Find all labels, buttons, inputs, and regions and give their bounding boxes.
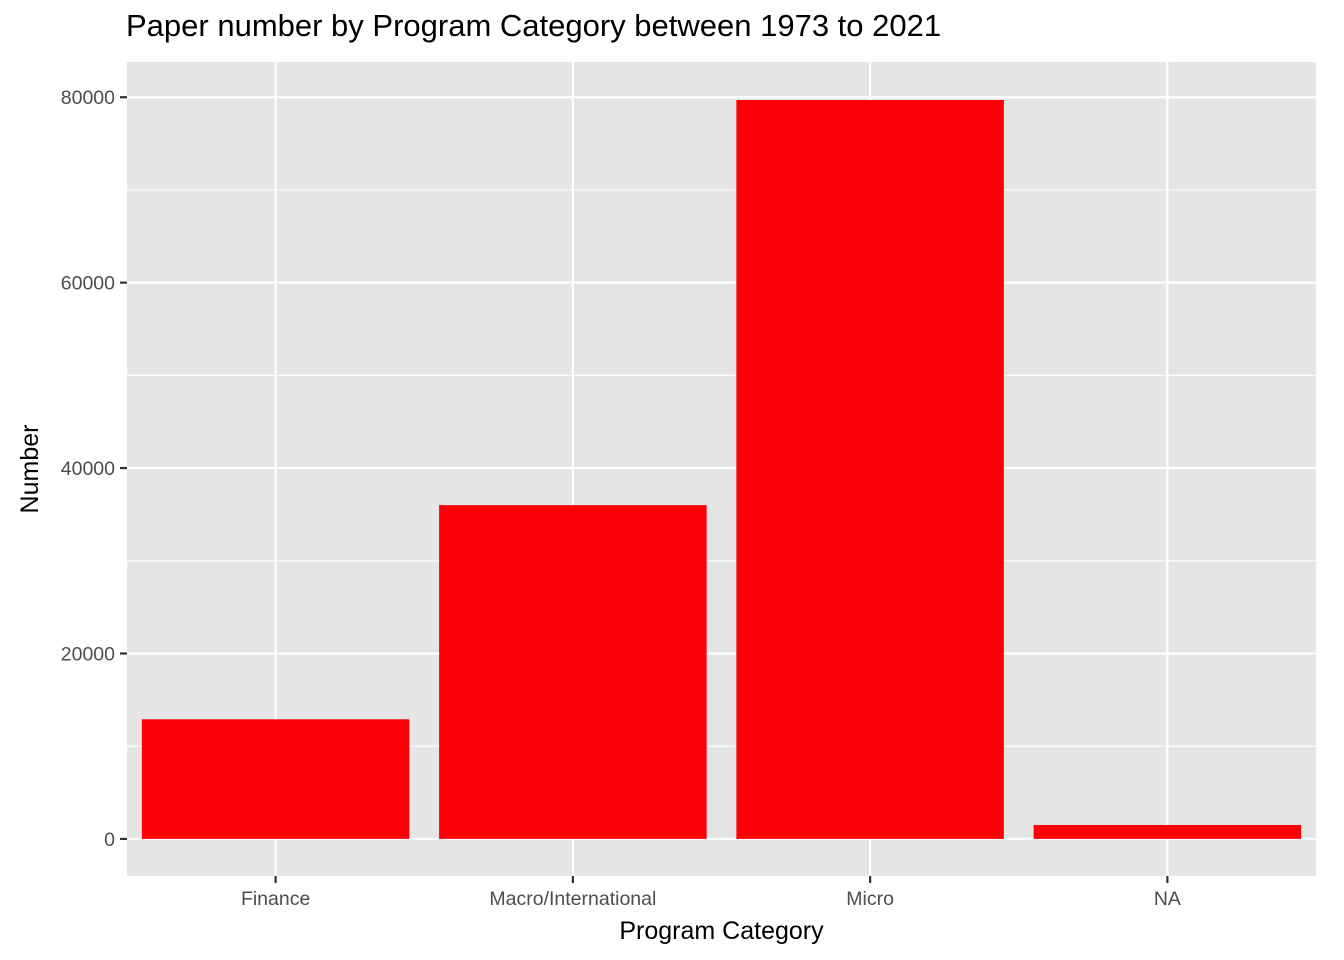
- x-tick-label: Macro/International: [489, 888, 656, 910]
- x-tick-label: Finance: [241, 888, 310, 910]
- chart-title: Paper number by Program Category between…: [126, 8, 942, 43]
- axes: 0 20000 40000 60000 80000 Finance Macro/Intern…: [61, 87, 1181, 910]
- bars: [141, 100, 1302, 839]
- y-tick-label: 0: [104, 829, 115, 851]
- x-tick-label: Micro: [846, 888, 894, 910]
- y-tick-label: 40000: [61, 458, 115, 480]
- y-tick-label: 20000: [61, 643, 115, 665]
- y-axis-title: Number: [16, 425, 44, 514]
- bar-finance: [141, 719, 410, 839]
- x-axis-title: Program Category: [619, 917, 824, 945]
- bar-micro: [736, 100, 1004, 839]
- bar-na: [1033, 825, 1302, 839]
- y-tick-label: 60000: [61, 273, 115, 295]
- bar-macro-international: [439, 505, 707, 839]
- y-tick-label: 80000: [61, 87, 115, 109]
- x-tick-label: NA: [1154, 888, 1181, 910]
